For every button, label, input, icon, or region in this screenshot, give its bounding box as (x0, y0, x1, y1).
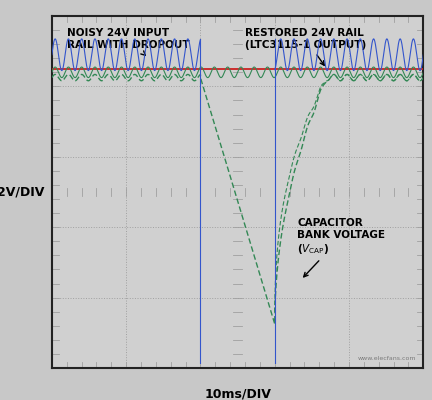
Text: CAPACITOR
BANK VOLTAGE
($V_{\mathrm{CAP}}$): CAPACITOR BANK VOLTAGE ($V_{\mathrm{CAP}… (297, 218, 385, 277)
Text: RESTORED 24V RAIL
(LTC3115-1 OUTPUT): RESTORED 24V RAIL (LTC3115-1 OUTPUT) (245, 28, 366, 65)
Text: 2V/DIV: 2V/DIV (0, 186, 44, 198)
Text: NOISY 24V INPUT
RAIL WITH DROPOUT: NOISY 24V INPUT RAIL WITH DROPOUT (67, 28, 189, 55)
Text: www.elecfans.com: www.elecfans.com (357, 356, 416, 361)
Text: 10ms/DIV: 10ms/DIV (204, 387, 271, 400)
